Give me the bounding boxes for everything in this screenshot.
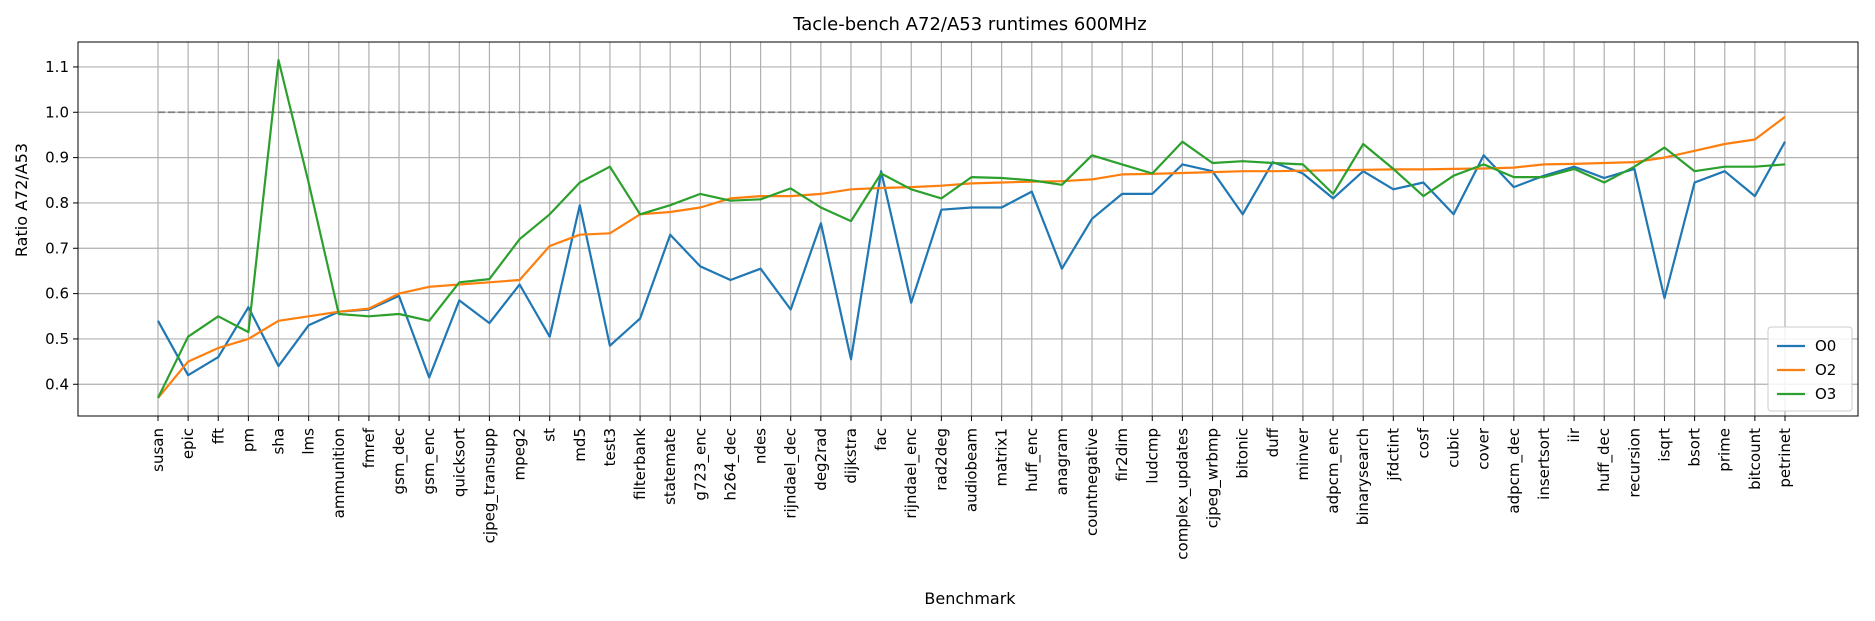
- x-tick-label: countnegative: [1083, 428, 1101, 536]
- legend-label-o2: O2: [1815, 361, 1836, 379]
- plot-area-frame: [77, 41, 1859, 417]
- y-axis-label: Ratio A72/A53: [12, 143, 31, 257]
- x-tick-label: binarysearch: [1354, 428, 1372, 525]
- x-axis-ticks: susan epic fft pm sha lms ammunition fmref gsm_d…: [149, 416, 1794, 560]
- grid-lines: [78, 42, 1858, 416]
- x-tick-label: filterbank: [631, 428, 649, 500]
- x-tick-label: bitonic: [1234, 428, 1252, 479]
- x-tick-label: rijndael_enc: [902, 428, 921, 519]
- x-tick-label: statemate: [661, 428, 679, 505]
- x-tick-label: minver: [1294, 427, 1312, 480]
- x-tick-label: test3: [601, 428, 619, 466]
- x-tick-label: epic: [179, 428, 197, 459]
- x-tick-label: gsm_enc: [420, 428, 439, 494]
- x-tick-label: sha: [270, 428, 288, 455]
- legend-label-o3: O3: [1815, 385, 1836, 403]
- y-tick-label: 0.8: [45, 194, 69, 212]
- x-tick-label: isqrt: [1655, 428, 1673, 462]
- x-tick-label: anagram: [1053, 428, 1071, 495]
- x-tick-label: ludcmp: [1143, 428, 1161, 484]
- x-tick-label: cjpeg_transupp: [480, 428, 499, 543]
- x-tick-label: fft: [209, 428, 227, 444]
- x-tick-label: ammunition: [330, 428, 348, 518]
- x-tick-label: deg2rad: [812, 428, 830, 491]
- x-tick-label: prime: [1716, 428, 1734, 472]
- x-tick-label: cjpeg_wrbmp: [1204, 428, 1223, 528]
- x-tick-label: lms: [300, 428, 318, 455]
- x-tick-label: rad2deg: [932, 428, 950, 491]
- x-tick-label: duff: [1264, 427, 1282, 457]
- x-tick-label: matrix1: [993, 428, 1011, 486]
- x-tick-label: cosf: [1414, 427, 1432, 458]
- x-tick-label: insertsort: [1535, 428, 1553, 500]
- legend-box: [1767, 326, 1853, 412]
- x-tick-label: audiobeam: [963, 428, 981, 512]
- x-tick-label: susan: [149, 428, 167, 472]
- x-tick-label: adpcm_enc: [1324, 428, 1343, 514]
- y-tick-label: 1.1: [45, 58, 69, 76]
- series-line-o3: [157, 58, 1786, 399]
- y-tick-label: 0.5: [45, 330, 69, 348]
- x-tick-label: pm: [239, 428, 257, 452]
- x-tick-label: fir2dim: [1113, 428, 1131, 481]
- x-tick-label: huff_enc: [1023, 428, 1042, 492]
- x-tick-label: iir: [1565, 427, 1583, 442]
- x-tick-label: bsort: [1686, 428, 1704, 467]
- y-tick-label: 0.7: [45, 239, 69, 257]
- x-tick-label: gsm_dec: [390, 428, 409, 494]
- series-line-o0: [157, 141, 1786, 379]
- x-tick-label: recursion: [1625, 428, 1643, 498]
- chart-title: Tacle-bench A72/A53 runtimes 600MHz: [792, 14, 1147, 35]
- y-tick-label: 0.4: [45, 375, 69, 393]
- x-tick-label: dijkstra: [842, 428, 860, 484]
- y-tick-label: 0.6: [45, 285, 69, 303]
- x-tick-label: adpcm_dec: [1505, 428, 1524, 514]
- x-tick-label: complex_updates: [1173, 428, 1192, 560]
- x-tick-label: rijndael_dec: [782, 428, 801, 519]
- x-tick-label: g723_enc: [691, 428, 710, 501]
- x-tick-label: md5: [571, 428, 589, 462]
- x-tick-label: fac: [872, 428, 890, 451]
- series-line-o2: [157, 115, 1786, 399]
- y-tick-label: 0.9: [45, 149, 69, 167]
- x-tick-label: petrinet: [1776, 428, 1794, 488]
- y-axis-ticks: 0.4 0.5 0.6 0.7 0.8 0.9 1.0 1.1: [45, 58, 78, 393]
- x-axis-label: Benchmark: [924, 589, 1016, 608]
- x-tick-label: ndes: [752, 428, 770, 464]
- y-tick-label: 1.0: [45, 103, 69, 121]
- x-tick-label: quicksort: [450, 428, 468, 497]
- series-layer: [157, 58, 1786, 399]
- legend-label-o0: O0: [1815, 337, 1836, 355]
- x-tick-label: st: [541, 428, 559, 442]
- x-tick-label: jfdctint: [1384, 428, 1402, 482]
- x-tick-label: huff_dec: [1595, 428, 1614, 492]
- x-tick-label: h264_dec: [721, 428, 740, 501]
- x-tick-label: cover: [1475, 427, 1493, 470]
- x-tick-label: cubic: [1445, 428, 1463, 468]
- x-tick-label: mpeg2: [511, 428, 529, 480]
- x-tick-label: fmref: [360, 427, 378, 468]
- x-tick-label: bitcount: [1746, 428, 1764, 490]
- legend: O0 O2 O3: [1767, 326, 1853, 412]
